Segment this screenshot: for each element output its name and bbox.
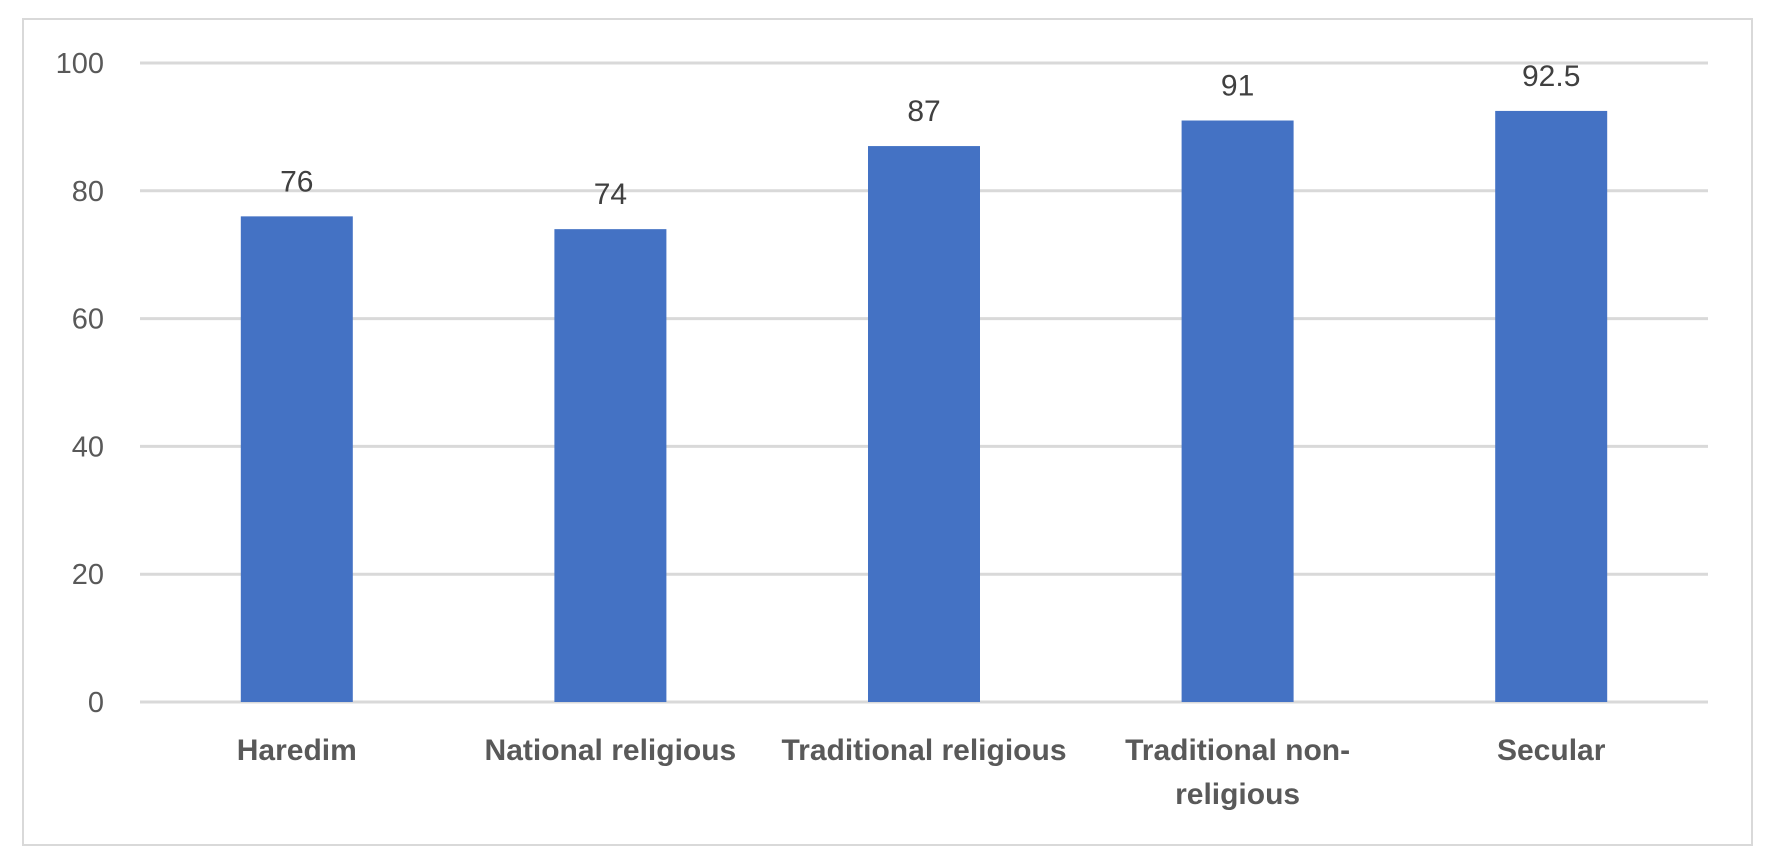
x-tick-label-line: Secular (1497, 734, 1606, 767)
y-tick-label: 60 (72, 304, 104, 336)
x-tick-label-line: Haredim (237, 734, 357, 767)
bar (554, 229, 667, 702)
x-tick-label-line: religious (1175, 778, 1300, 811)
data-label: 74 (594, 178, 627, 211)
x-tick-label: Secular (1497, 734, 1606, 767)
x-tick-label: Traditional non-religious (1125, 734, 1350, 811)
x-tick-label: Haredim (237, 734, 357, 767)
data-label: 92.5 (1522, 60, 1580, 93)
x-axis-ticks: Haredim National religious Traditional rel… (237, 734, 1606, 811)
data-label: 87 (907, 95, 940, 128)
bar (1181, 120, 1294, 702)
x-tick-label: National religious (485, 734, 737, 767)
y-tick-label: 100 (56, 48, 104, 80)
y-axis-ticks: 0 20 40 60 80 100 (56, 48, 104, 719)
data-labels: 76 74 87 91 92.5 (280, 60, 1580, 211)
y-tick-label: 20 (72, 559, 104, 591)
x-tick-label-line: National religious (485, 734, 737, 767)
y-tick-label: 0 (88, 687, 104, 719)
y-tick-label: 40 (72, 431, 104, 463)
bar (868, 146, 980, 702)
data-label: 76 (280, 165, 313, 198)
x-tick-label-line: Traditional religious (781, 734, 1066, 767)
y-tick-label: 80 (72, 176, 104, 208)
x-tick-label-line: Traditional non- (1125, 734, 1350, 767)
bar (1495, 110, 1608, 703)
bars (240, 110, 1608, 703)
data-label: 91 (1221, 70, 1254, 103)
x-tick-label: Traditional religious (781, 734, 1066, 767)
bar (240, 216, 353, 703)
